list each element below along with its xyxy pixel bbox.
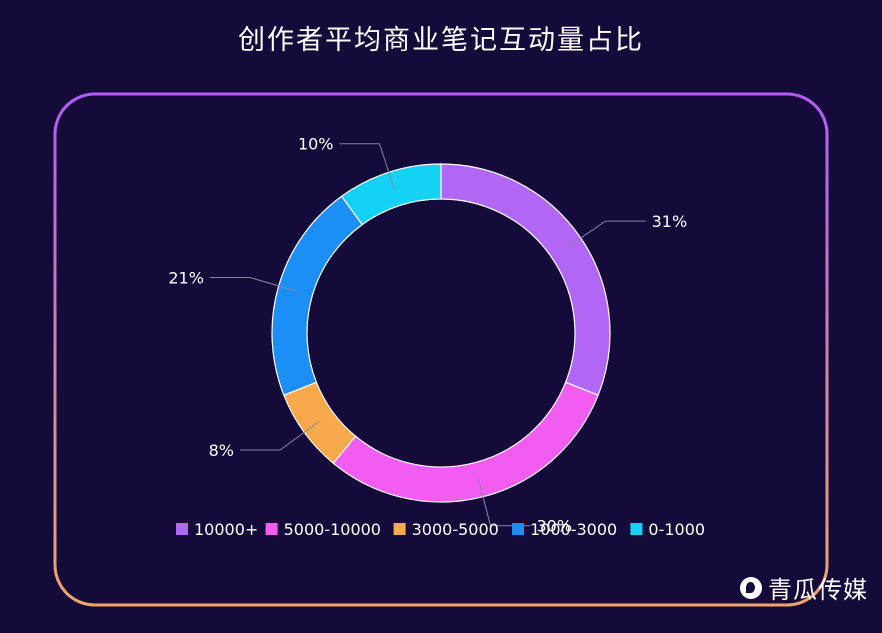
- leader-line-0: [565, 220, 646, 249]
- legend-swatch-0: [176, 523, 188, 535]
- legend-label-1: 5000-10000: [284, 520, 381, 539]
- slice-label-2: 8%: [209, 441, 234, 460]
- brand-logo-icon: [740, 576, 762, 599]
- slice-label-1: 30%: [536, 517, 572, 536]
- leader-line-4: [339, 143, 395, 190]
- slice-labels: 31% 30% 8% 21% 10%: [168, 135, 687, 536]
- leader-lines: [209, 143, 646, 527]
- legend-swatch-3: [512, 523, 524, 535]
- legend-label-0: 10000+: [194, 520, 258, 539]
- legend-swatch-2: [393, 523, 406, 535]
- leader-line-3: [209, 276, 297, 292]
- slice-label-3: 21%: [168, 268, 204, 287]
- legend-label-4: 0-1000: [648, 520, 705, 539]
- slice-label-4: 10%: [298, 135, 334, 154]
- brand-text: 青瓜传媒: [768, 576, 868, 604]
- leader-line-2: [240, 421, 320, 451]
- legend-swatch-1: [265, 523, 278, 535]
- donut-slices: [271, 163, 611, 503]
- donut-slice-4: [340, 163, 442, 226]
- brand-watermark: 青瓜传媒: [740, 570, 868, 605]
- legend-label-2: 3000-5000: [412, 520, 499, 539]
- slice-label-0: 31%: [652, 212, 688, 231]
- donut-slice-3: [271, 195, 364, 396]
- legend-label-3: 1000-3000: [530, 520, 617, 539]
- legend: 10000+ 5000-10000 3000-5000 1000-3000 0-1000: [176, 520, 705, 539]
- donut-slice-0: [440, 163, 611, 396]
- legend-swatch-4: [630, 523, 643, 535]
- chart-title: 创作者平均商业笔记互动量占比: [238, 25, 644, 56]
- chart-frame: [53, 92, 829, 607]
- donut-slice-1: [332, 381, 599, 503]
